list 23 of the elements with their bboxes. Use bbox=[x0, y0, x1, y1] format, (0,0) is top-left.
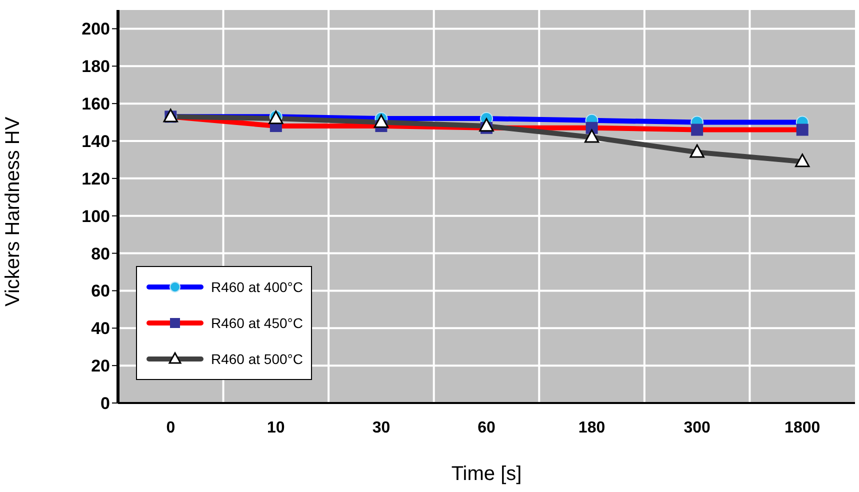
legend-label: R460 at 400°C bbox=[211, 279, 303, 295]
y-tick-label: 200 bbox=[82, 20, 110, 39]
y-tick-label: 120 bbox=[82, 169, 110, 188]
x-tick-label: 60 bbox=[478, 419, 496, 436]
x-axis-title: Time [s] bbox=[451, 463, 522, 485]
x-tick-label: 180 bbox=[578, 419, 606, 436]
legend-label: R460 at 500°C bbox=[211, 351, 303, 367]
y-tick-label: 0 bbox=[100, 394, 110, 414]
y-tick-label: 140 bbox=[82, 132, 110, 152]
y-tick-label: 160 bbox=[82, 94, 110, 114]
x-tick-label: 1800 bbox=[784, 419, 820, 436]
x-tick-label: 30 bbox=[372, 419, 390, 436]
y-tick-label: 40 bbox=[91, 319, 110, 338]
y-tick-label: 180 bbox=[82, 57, 110, 76]
y-axis-title: Vickers Hardness HV bbox=[2, 116, 24, 306]
y-tick-label: 60 bbox=[91, 282, 110, 301]
x-tick-label: 10 bbox=[267, 419, 285, 436]
y-tick-label: 80 bbox=[91, 244, 110, 264]
y-tick-label: 20 bbox=[91, 356, 110, 376]
x-tick-label: 300 bbox=[684, 419, 711, 436]
legend-label: R460 at 450°C bbox=[211, 315, 303, 331]
y-tick-label: 100 bbox=[82, 206, 110, 226]
x-tick-label: 0 bbox=[166, 419, 176, 436]
